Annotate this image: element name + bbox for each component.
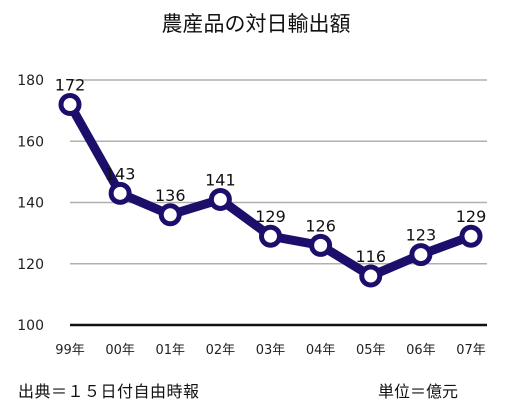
y-tick-label: 140 xyxy=(17,196,44,212)
data-point xyxy=(409,243,433,267)
data-point xyxy=(259,224,282,248)
data-label: 123 xyxy=(406,226,437,245)
unit-note: 単位＝億元 xyxy=(378,382,459,401)
y-tick-label: 120 xyxy=(17,257,44,273)
data-label: 143 xyxy=(105,164,136,183)
source-note: 出典＝１５日付自由時報 xyxy=(18,382,200,401)
y-tick-label: 180 xyxy=(17,73,44,89)
data-point xyxy=(309,233,333,257)
data-point xyxy=(108,181,132,205)
data-point xyxy=(208,187,232,211)
data-point xyxy=(459,224,483,248)
x-tick-label: 06年 xyxy=(406,343,436,358)
x-tick-label: 01年 xyxy=(155,343,185,358)
data-point xyxy=(359,264,383,288)
data-label: 141 xyxy=(205,170,236,189)
data-label: 136 xyxy=(155,186,186,205)
data-point xyxy=(58,93,82,116)
x-tick-label: 02年 xyxy=(206,343,236,358)
x-tick-label: 03年 xyxy=(256,343,286,358)
x-tick-label: 05年 xyxy=(356,343,386,358)
x-tick-label: 04年 xyxy=(306,343,336,358)
y-tick-label: 160 xyxy=(17,134,44,150)
data-label: 129 xyxy=(456,207,487,226)
data-label: 126 xyxy=(305,216,336,235)
x-tick-label: 99年 xyxy=(55,343,85,358)
chart-title: 農産品の対日輸出額 xyxy=(161,12,351,36)
x-tick-label: 07年 xyxy=(456,343,486,358)
data-point xyxy=(158,203,182,227)
x-tick-label: 00年 xyxy=(105,343,135,358)
y-tick-label: 100 xyxy=(17,318,44,334)
data-label: 129 xyxy=(255,207,286,226)
data-label: 172 xyxy=(55,76,86,95)
data-label: 116 xyxy=(355,247,386,266)
